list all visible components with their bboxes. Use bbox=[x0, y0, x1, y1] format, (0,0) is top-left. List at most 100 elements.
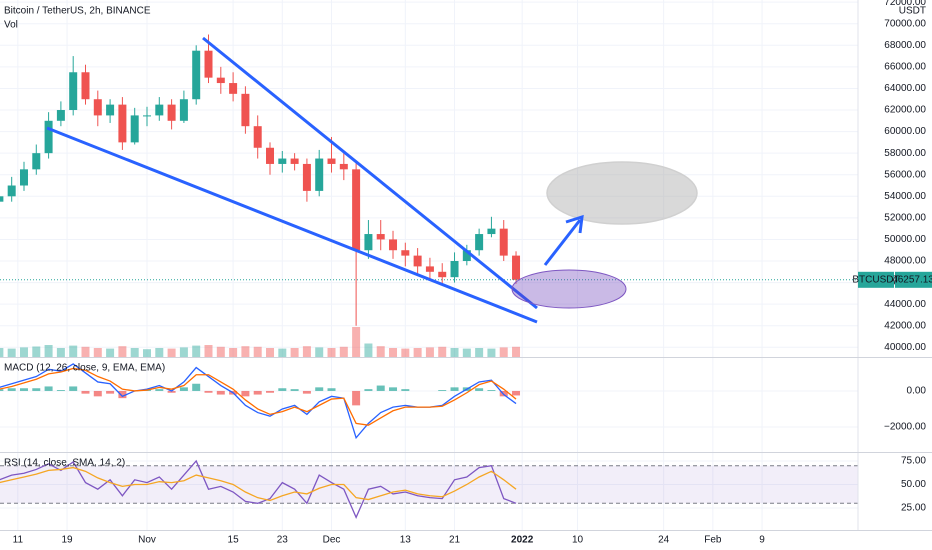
y-tick-label: 66000.00 bbox=[884, 62, 926, 73]
histogram-bar bbox=[475, 388, 484, 391]
symbol-label: BTCUSDT bbox=[852, 274, 899, 285]
volume-bar bbox=[106, 348, 115, 357]
candle-body bbox=[7, 185, 16, 197]
macd-title: MACD (12, 26, close, 9, EMA, EMA) bbox=[4, 363, 165, 374]
price-tag bbox=[895, 271, 932, 288]
histogram-bar bbox=[401, 389, 410, 391]
zone-ellipse bbox=[511, 269, 627, 309]
y-tick-label: 25.00 bbox=[901, 503, 926, 514]
volume-bar bbox=[32, 346, 41, 357]
volume-bar bbox=[229, 348, 238, 357]
candle-body bbox=[253, 126, 262, 148]
histogram-bar bbox=[93, 390, 102, 397]
candle-body bbox=[19, 169, 28, 186]
candle-body bbox=[352, 169, 361, 251]
volume-bar bbox=[241, 346, 250, 357]
histogram-bar bbox=[253, 390, 262, 395]
candle-body bbox=[44, 120, 53, 154]
x-tick-label: Dec bbox=[323, 535, 341, 546]
volume-bar bbox=[487, 348, 496, 357]
candle-body bbox=[0, 196, 4, 202]
candle-body bbox=[364, 234, 373, 251]
histogram-bar bbox=[302, 390, 311, 394]
candle-body bbox=[229, 83, 238, 94]
histogram-bar bbox=[179, 387, 188, 391]
histogram-bar bbox=[327, 388, 336, 391]
volume-bar bbox=[376, 346, 385, 357]
y-tick-label: 70000.00 bbox=[884, 18, 926, 29]
volume-bar bbox=[462, 348, 471, 357]
y-tick-label: 42000.00 bbox=[884, 320, 926, 331]
volume-bar bbox=[179, 347, 188, 357]
signal-line bbox=[0, 367, 517, 426]
volume-bar bbox=[7, 348, 16, 357]
histogram-bar bbox=[69, 386, 78, 391]
candle-body bbox=[130, 115, 139, 143]
candle-body bbox=[462, 250, 471, 262]
x-tick-label: 19 bbox=[61, 535, 73, 546]
candle-body bbox=[290, 158, 299, 164]
rsi-line bbox=[0, 459, 517, 520]
volume-bar bbox=[56, 348, 65, 357]
histogram-bar bbox=[155, 389, 164, 391]
candle-body bbox=[216, 77, 225, 84]
histogram-bar bbox=[487, 390, 496, 391]
candle-body bbox=[167, 104, 176, 121]
symbol-tag bbox=[858, 271, 894, 288]
y-tick-label: −2000.00 bbox=[884, 422, 926, 433]
volume-bar bbox=[0, 348, 4, 357]
histogram-bar bbox=[266, 390, 275, 393]
candle-body bbox=[69, 72, 78, 111]
x-tick-label: 2022 bbox=[511, 535, 534, 546]
arrow-line bbox=[543, 219, 582, 266]
volume-bar bbox=[389, 348, 398, 357]
candle-body bbox=[401, 250, 410, 256]
histogram-bar bbox=[56, 390, 65, 391]
y-tick-label: 44000.00 bbox=[884, 299, 926, 310]
volume-bar bbox=[81, 346, 90, 357]
candle-body bbox=[179, 99, 188, 121]
candle-body bbox=[413, 255, 422, 267]
histogram-bar bbox=[241, 390, 250, 397]
volume-bar bbox=[302, 346, 311, 357]
volume-bar bbox=[192, 345, 201, 357]
candle-body bbox=[192, 50, 201, 100]
y-tick-label: 0.00 bbox=[907, 386, 927, 397]
volume-bar bbox=[450, 348, 459, 357]
volume-bar bbox=[253, 346, 262, 357]
histogram-bar bbox=[118, 390, 127, 399]
drawings bbox=[46, 36, 698, 324]
histogram-bar bbox=[512, 390, 521, 396]
volume-bar bbox=[93, 348, 102, 357]
candle-body bbox=[475, 234, 484, 251]
y-tick-label: 58000.00 bbox=[884, 148, 926, 159]
candle-body bbox=[81, 72, 90, 100]
histogram-bar bbox=[290, 389, 299, 391]
volume-bar bbox=[130, 348, 139, 357]
volume-bar bbox=[167, 348, 176, 357]
candle-body bbox=[487, 228, 496, 235]
histogram-bar bbox=[364, 389, 373, 391]
x-tick-label: 24 bbox=[658, 535, 670, 546]
volume-bar bbox=[364, 343, 373, 357]
histogram-bar bbox=[81, 390, 90, 394]
histogram-bar bbox=[352, 390, 361, 406]
volume-bar bbox=[290, 348, 299, 357]
y-tick-label: 50.00 bbox=[901, 479, 926, 490]
y-tick-label: 50000.00 bbox=[884, 234, 926, 245]
x-tick-label: 10 bbox=[572, 535, 584, 546]
candle-body bbox=[118, 104, 127, 143]
volume-bar bbox=[339, 346, 348, 357]
volume-bar bbox=[413, 348, 422, 357]
candle-body bbox=[327, 158, 336, 164]
x-tick-label: Feb bbox=[704, 535, 722, 546]
mark-layer bbox=[0, 34, 858, 520]
histogram-bar bbox=[44, 386, 53, 391]
candle-body bbox=[204, 50, 213, 78]
x-tick-label: Nov bbox=[138, 535, 156, 546]
volume-bar bbox=[118, 346, 127, 357]
candle-body bbox=[106, 104, 115, 116]
volume-bar bbox=[266, 348, 275, 357]
